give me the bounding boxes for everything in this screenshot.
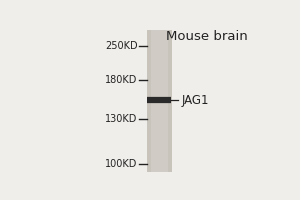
Text: Mouse brain: Mouse brain xyxy=(166,30,248,43)
Text: 130KD: 130KD xyxy=(105,114,137,124)
Text: 100KD: 100KD xyxy=(105,159,137,169)
Text: JAG1: JAG1 xyxy=(182,94,209,107)
Bar xyxy=(152,30,168,172)
Text: 250KD: 250KD xyxy=(105,41,137,51)
Bar xyxy=(147,30,172,172)
Text: 180KD: 180KD xyxy=(105,75,137,85)
